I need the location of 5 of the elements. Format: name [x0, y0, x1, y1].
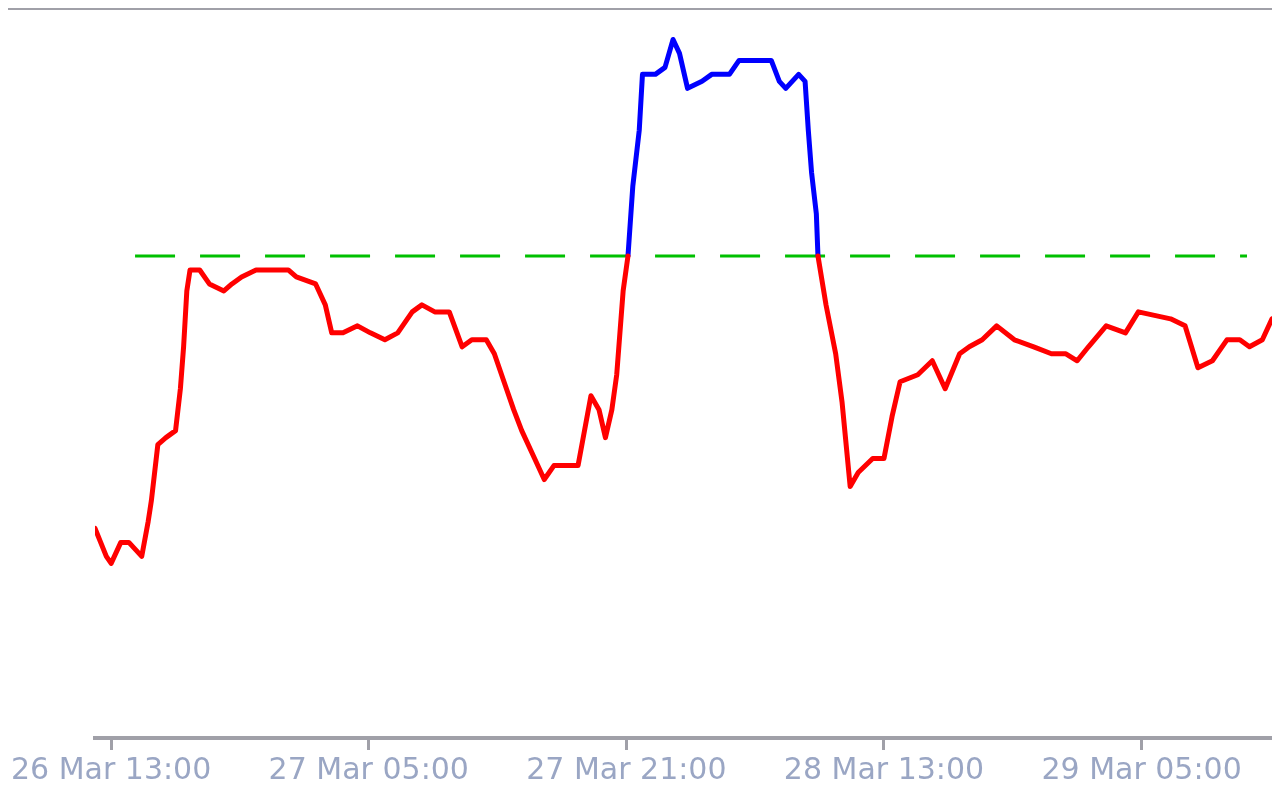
- x-tick-label: 26 Mar 13:00: [11, 750, 212, 786]
- x-tick-label: 27 Mar 05:00: [268, 750, 469, 786]
- x-tick-label: 27 Mar 21:00: [526, 750, 727, 786]
- x-tick-label: 28 Mar 13:00: [783, 750, 985, 786]
- x-tick-label: 29 Mar 05:00: [1041, 750, 1242, 786]
